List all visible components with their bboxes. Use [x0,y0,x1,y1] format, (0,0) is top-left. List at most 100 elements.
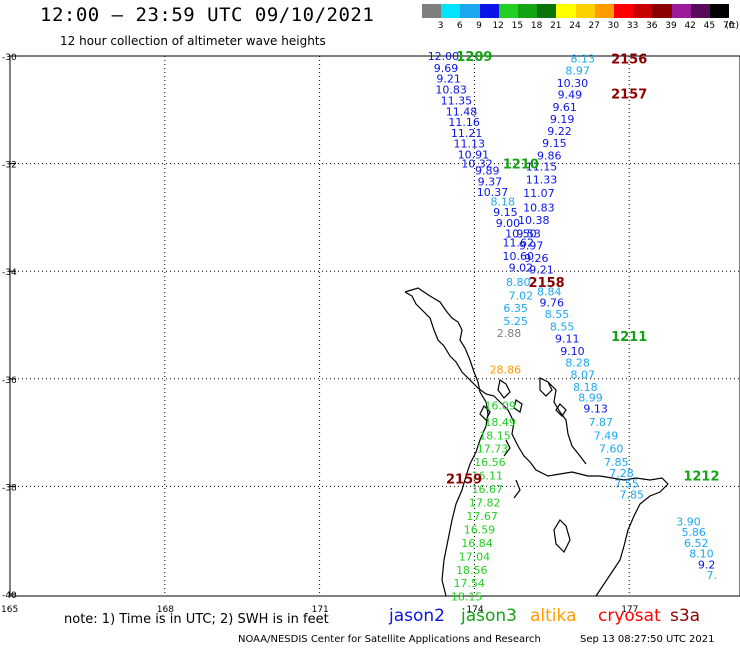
lon-label: 165 [1,605,18,615]
new-zealand-coastline [404,287,669,597]
hauraki-islands [497,379,511,399]
mercury-islands [555,403,567,417]
wave-height-label: 8.80 [506,276,531,289]
wave-height-label: 9.76 [540,296,565,309]
wave-height-label: 8.10 [689,548,714,561]
wave-height-label: 9.00 [496,217,521,230]
pass-time-label: 1212 [683,470,719,485]
legend-swatch [518,4,538,18]
legend-label: 39 [665,21,677,31]
wave-height-label: 9.69 [434,62,459,75]
wave-height-label: 11.62 [503,237,535,250]
wave-height-label: 8.28 [565,357,590,370]
legend-swatch [479,4,499,18]
wave-height-label: 11.16 [448,116,480,129]
wave-height-label: 18.56 [456,564,488,577]
legend-label: 30 [607,21,620,31]
wave-height-label: 7.60 [599,443,624,456]
lon-label: 171 [312,605,329,615]
lon-label: 177 [621,605,638,615]
wave-height-label: 11.48 [446,105,478,118]
wave-height-label: 10.32 [461,158,493,171]
pass-time-label: 2158 [529,276,565,291]
coast-fragment-1 [503,439,511,457]
satellite-cryosat: cryosat [598,606,661,626]
map-title: 12:00 – 23:59 UTC 09/10/2021 [40,4,375,26]
legend-swatch [422,4,442,18]
wave-height-label: 8.55 [550,321,575,334]
legend-swatch [633,4,653,18]
legend-label: 9 [476,21,482,31]
legend-swatch [537,4,557,18]
wave-height-label: 7. [707,569,718,582]
map-subtitle: 12 hour collection of altimeter wave hei… [60,34,326,48]
pass-time-label: 2156 [611,53,647,68]
pass-time-label: 1210 [503,158,539,173]
wave-height-label: 6.52 [684,537,709,550]
lake-shore [553,519,571,554]
wave-height-label: 10.91 [458,148,490,161]
coast-fragment-3 [479,404,491,422]
legend-swatch [690,4,710,18]
legend-swatch [652,4,672,18]
wave-height-label: 16.67 [472,483,504,496]
legend-swatch [594,4,614,18]
wave-height-label: 17.67 [466,510,498,523]
north-island-west-coast [404,287,489,597]
wave-height-label: 10.50 [505,228,537,241]
wave-height-label: 28.86 [490,364,522,377]
wave-height-label: 9.02 [509,261,534,274]
legend-swatch [556,4,576,18]
lat-label: -40 [2,591,17,601]
wave-height-label: 11.35 [441,95,473,108]
wave-height-label: 16.84 [461,537,493,550]
wave-height-label: 8.07 [571,368,596,381]
wave-height-label: 9.21 [436,73,461,86]
wave-height-label: 5.86 [681,526,706,539]
wave-height-label: 17.54 [453,577,485,590]
wave-height-label: 7.55 [614,478,639,491]
legend-label: 6 [456,21,463,31]
wave-height-label: 6.35 [503,302,528,315]
coast-fragment-2 [513,479,521,499]
wave-height-label: 8.13 [571,53,596,66]
wave-height-label: 9.49 [558,89,583,102]
wave-height-label: 11.21 [451,127,483,140]
wave-height-label: 9.11 [555,332,580,345]
wave-height-label: 7.28 [609,467,634,480]
legend-label: 36 [646,21,658,31]
lon-label: 174 [466,605,483,615]
lat-label: -34 [2,268,17,278]
north-island-northland-east [404,291,501,403]
wave-height-label: 12.00 [428,50,460,63]
wave-height-label: 17.73 [477,443,509,456]
east-cape-inner [547,381,587,465]
legend-label: 15 [511,21,524,31]
legend-label: 27 [588,21,600,31]
lat-label: -32 [2,161,17,171]
wave-height-label: 8.55 [545,308,570,321]
waiheke-island [513,399,523,413]
wave-height-label: 5.25 [503,315,528,328]
wave-height-label: 9.26 [524,252,549,265]
legend-swatch [441,4,461,18]
wave-height-label: 17.04 [459,550,491,563]
legend-unit: (ft) [725,21,739,31]
wave-height-label: 11.07 [523,187,555,200]
lat-label: -30 [2,53,17,63]
legend-swatch [671,4,691,18]
altimeter-tracks: 12.009.699.2110.8311.3511.4811.1611.2111… [428,50,717,604]
wave-height-label: 8.18 [573,381,598,394]
wave-height-label: 7.85 [620,488,645,501]
wave-height-label: 11.13 [453,138,485,151]
wave-height-label: 9.22 [547,125,572,138]
wave-height-label: 16.11 [472,470,504,483]
legend-swatch [614,4,634,18]
wave-height-label: 10.30 [557,77,589,90]
pass-time-label: 1209 [456,50,492,65]
great-barrier-island [539,377,553,397]
wave-height-label: 17.82 [469,497,501,510]
wave-height-label: 18.15 [451,591,483,604]
wave-height-label: 11.15 [526,160,558,173]
